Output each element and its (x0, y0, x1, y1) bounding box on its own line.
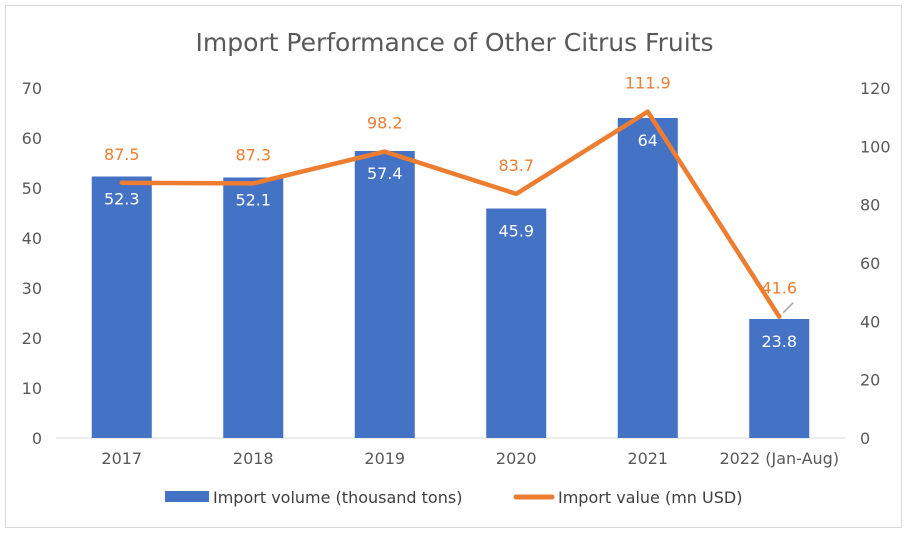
right-axis-tick-label: 80 (860, 196, 880, 215)
x-axis-category-label: 2018 (233, 449, 274, 468)
x-axis-category-label: 2022 (Jan-Aug) (719, 449, 839, 468)
right-axis-tick-label: 120 (860, 79, 891, 98)
x-axis-category-label: 2019 (364, 449, 405, 468)
import-volume-bar (91, 176, 152, 438)
bar-data-labels: 52.3 52.1 57.4 45.9 64 23.8 (104, 131, 797, 351)
data-label-leader-line (782, 302, 794, 314)
right-y-axis: 0 20 40 60 80 100 120 (860, 79, 891, 448)
import-volume-data-label: 57.4 (367, 164, 403, 183)
import-value-data-label: 111.9 (625, 74, 671, 93)
import-value-data-label: 87.3 (235, 145, 271, 164)
import-volume-data-label: 23.8 (761, 332, 797, 351)
import-value-data-label: 87.5 (104, 145, 140, 164)
right-axis-tick-label: 100 (860, 137, 891, 156)
left-axis-tick-label: 30 (22, 279, 42, 298)
left-axis-tick-label: 50 (22, 179, 42, 198)
x-axis-category-label: 2021 (627, 449, 668, 468)
x-axis-category-label: 2020 (496, 449, 537, 468)
left-axis-tick-label: 40 (22, 229, 42, 248)
import-value-line (119, 109, 782, 319)
x-axis: 2017 2018 2019 2020 2021 2022 (Jan-Aug) (56, 437, 845, 468)
bar-series (91, 118, 810, 438)
chart-title: Import Performance of Other Citrus Fruit… (195, 28, 713, 57)
import-volume-bar (223, 177, 284, 438)
import-volume-data-label: 52.3 (104, 190, 140, 209)
import-volume-bar (617, 118, 678, 438)
left-axis-tick-label: 70 (22, 79, 42, 98)
import-volume-data-label: 52.1 (235, 191, 271, 210)
import-volume-bar (749, 319, 810, 438)
import-volume-bar (486, 208, 547, 438)
left-y-axis: 0 10 20 30 40 50 60 70 (22, 79, 42, 448)
import-volume-data-label: 64 (638, 131, 658, 150)
left-axis-tick-label: 60 (22, 129, 42, 148)
import-value-data-label: 41.6 (761, 279, 797, 298)
right-axis-tick-label: 40 (860, 312, 880, 331)
right-axis-tick-label: 60 (860, 254, 880, 273)
legend-bar-swatch (165, 491, 209, 502)
import-value-data-label: 83.7 (498, 156, 534, 175)
chart-frame (5, 5, 902, 528)
line-series (119, 109, 782, 319)
legend-bar-label: Import volume (thousand tons) (213, 488, 462, 507)
import-value-data-label: 98.2 (367, 114, 403, 133)
legend: Import volume (thousand tons) Import val… (165, 488, 742, 507)
right-axis-tick-label: 0 (860, 429, 870, 448)
left-axis-tick-label: 20 (22, 329, 42, 348)
legend-line-label: Import value (mn USD) (558, 488, 742, 507)
left-axis-tick-label: 0 (32, 429, 42, 448)
import-volume-data-label: 45.9 (498, 222, 534, 241)
x-axis-category-label: 2017 (101, 449, 142, 468)
import-volume-bar (354, 151, 415, 438)
left-axis-tick-label: 10 (22, 379, 42, 398)
right-axis-tick-label: 20 (860, 371, 880, 390)
line-data-labels: 87.5 87.3 98.2 83.7 111.9 41.6 (104, 74, 797, 314)
